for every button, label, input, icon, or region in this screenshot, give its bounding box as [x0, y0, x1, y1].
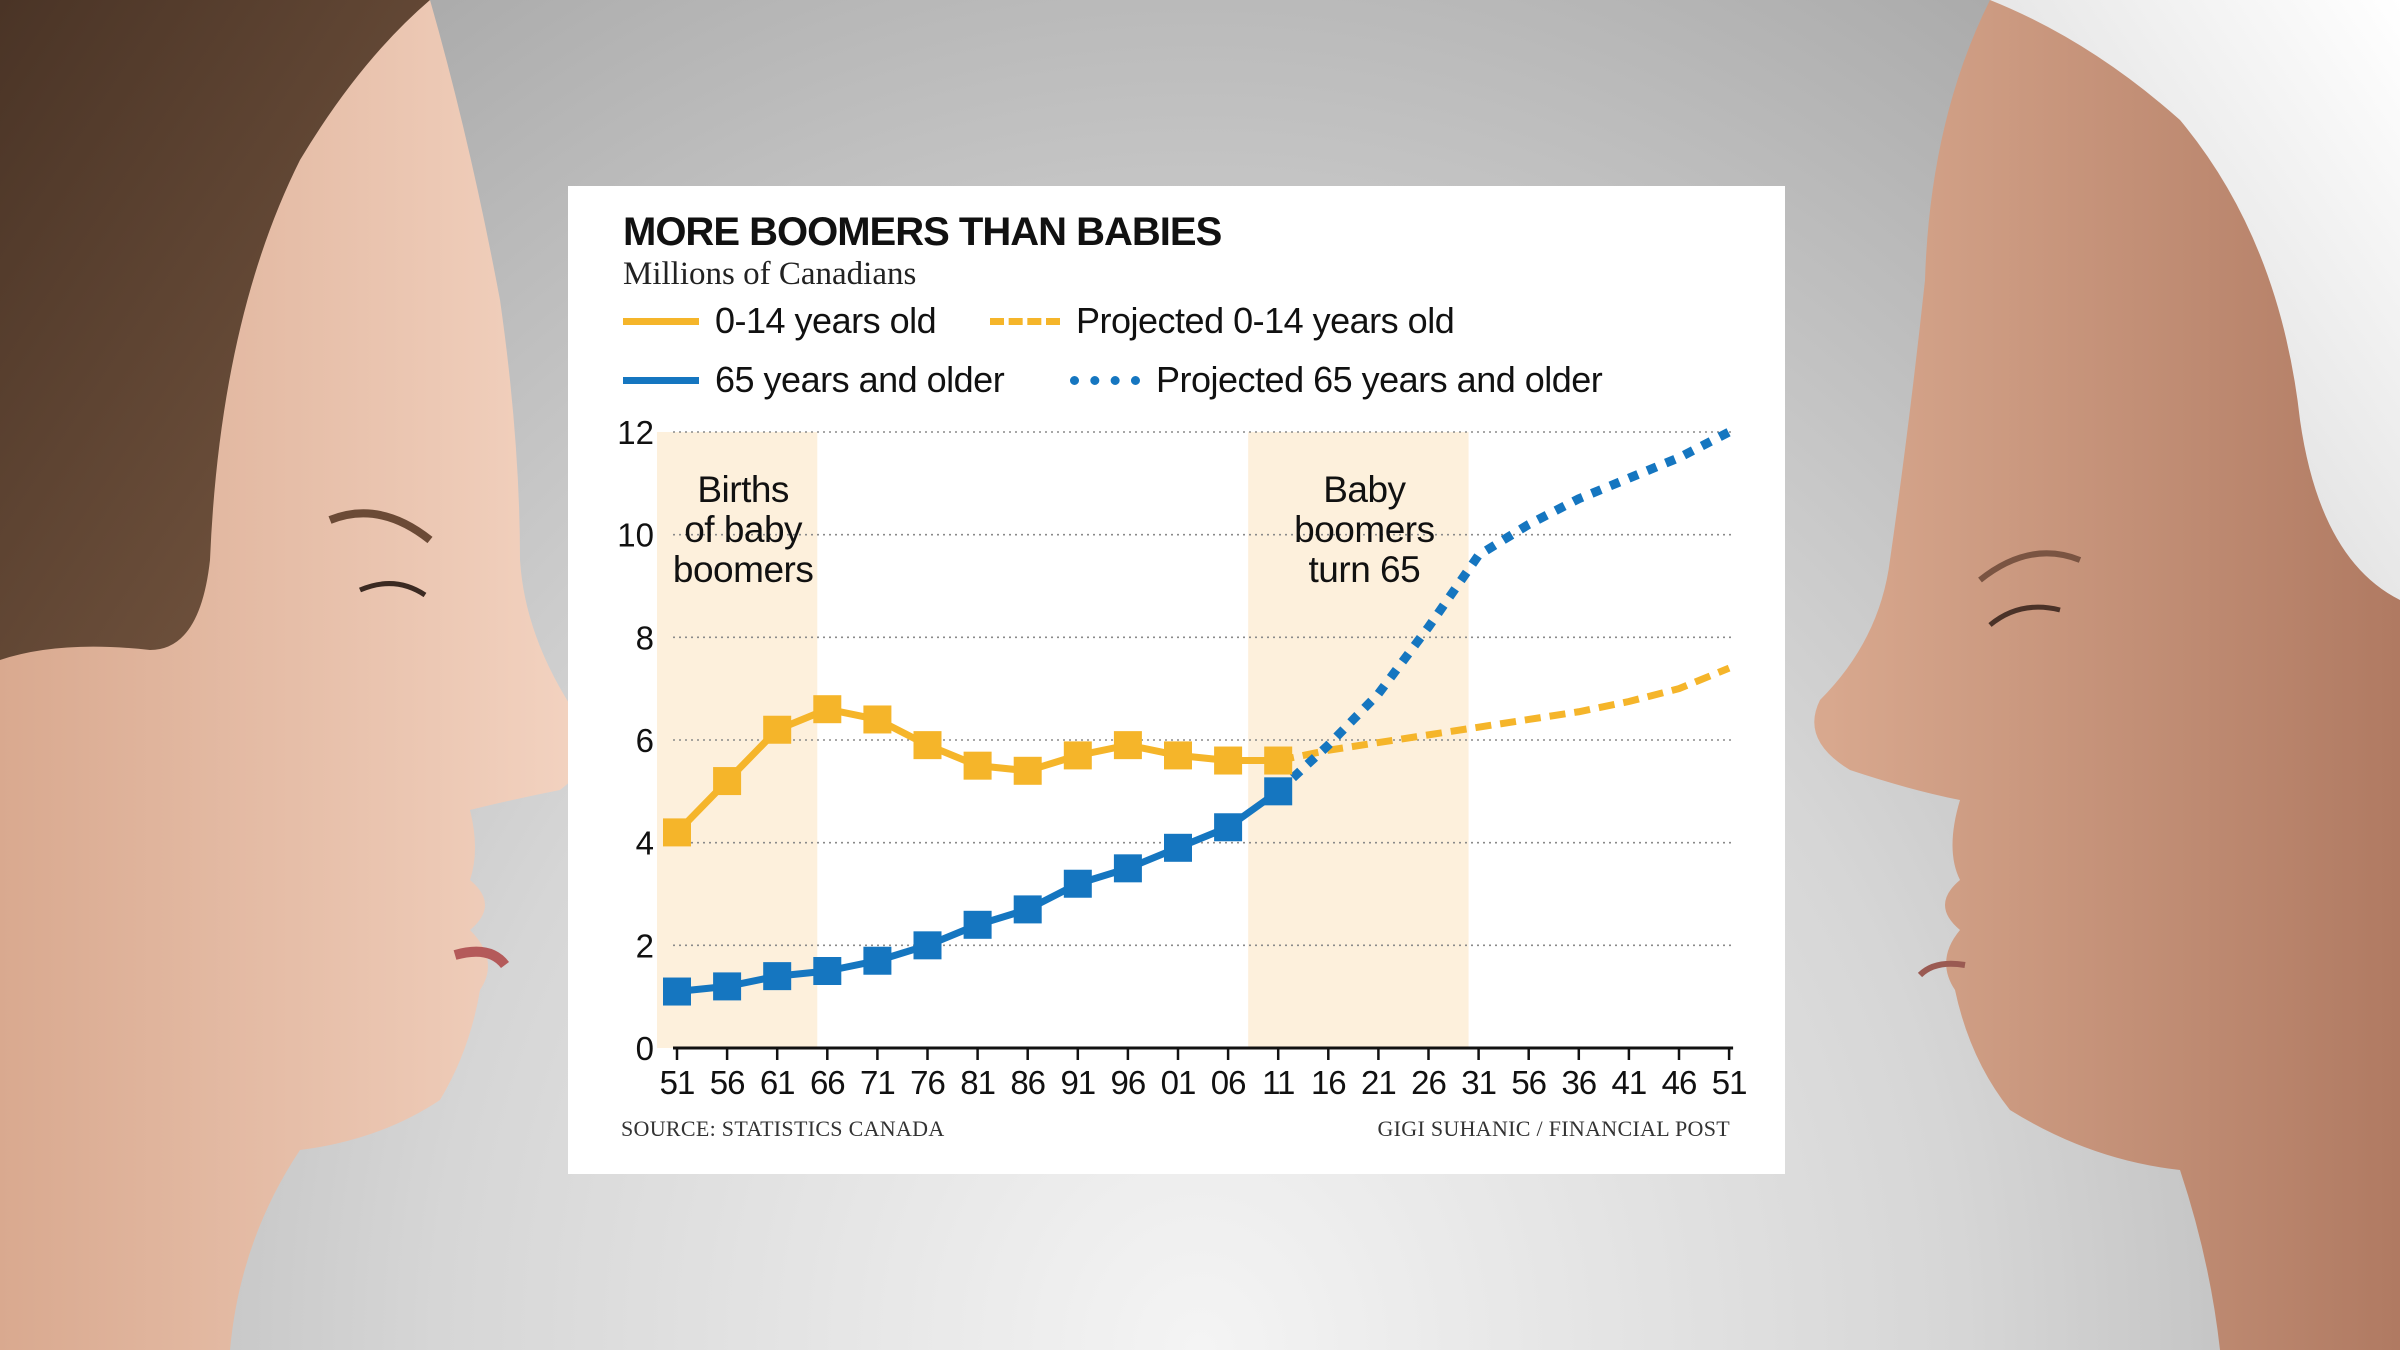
region-label: of baby	[684, 509, 803, 550]
infographic-card: MORE BOOMERS THAN BABIES Millions of Can…	[568, 186, 1785, 1174]
x-tick-label: 11	[1262, 1064, 1294, 1101]
data-point-marker	[863, 705, 892, 734]
y-tick-label: 12	[617, 414, 654, 451]
chart-subtitle: Millions of Canadians	[623, 256, 917, 292]
data-point-marker	[1264, 777, 1293, 806]
x-tick-label: 26	[1411, 1064, 1446, 1101]
x-tick-label: 41	[1612, 1064, 1647, 1101]
x-tick-label: 51	[1712, 1064, 1747, 1101]
x-tick-label: 16	[1311, 1064, 1346, 1101]
data-point-marker	[1264, 746, 1293, 775]
data-point-marker	[963, 910, 992, 939]
young-woman-profile-image	[0, 0, 587, 1350]
series-line	[1277, 664, 1731, 764]
data-point-marker	[663, 818, 691, 847]
data-point-marker	[763, 962, 792, 991]
region-label: turn 65	[1309, 549, 1421, 590]
region-label: Births	[697, 469, 789, 510]
x-tick-label: 71	[860, 1064, 895, 1101]
legend-swatch-yellow-solid	[623, 317, 699, 325]
legend-item-projected-65-plus: Projected 65 years and older	[1070, 359, 1603, 401]
data-point-marker	[1013, 756, 1042, 785]
data-point-marker	[1214, 746, 1243, 775]
x-tick-label: 66	[810, 1064, 845, 1101]
y-tick-label: 2	[636, 927, 654, 964]
source-note: SOURCE: STATISTICS CANADA	[621, 1116, 945, 1141]
x-tick-label: 56	[1511, 1064, 1546, 1101]
x-tick-label: 06	[1211, 1064, 1246, 1101]
x-tick-label: 51	[660, 1064, 695, 1101]
y-tick-label: 6	[636, 722, 654, 759]
data-point-marker	[963, 751, 992, 780]
x-tick-label: 21	[1361, 1064, 1396, 1101]
data-point-marker	[863, 946, 892, 975]
data-point-marker	[913, 931, 942, 960]
legend-item-projected-0-14: Projected 0-14 years old	[990, 300, 1455, 342]
x-tick-label: 86	[1010, 1064, 1045, 1101]
data-point-marker	[1113, 731, 1142, 760]
data-point-marker	[913, 731, 942, 760]
x-tick-label: 31	[1461, 1064, 1496, 1101]
data-point-marker	[663, 977, 691, 1006]
data-point-marker	[1164, 833, 1192, 862]
legend-swatch-blue-solid	[623, 376, 699, 384]
y-tick-label: 8	[636, 619, 654, 656]
x-tick-label: 76	[910, 1064, 945, 1101]
legend-item-65-plus: 65 years and older	[623, 359, 1005, 401]
data-point-marker	[1164, 741, 1192, 770]
x-tick-label: 01	[1161, 1064, 1196, 1101]
x-tick-label: 91	[1060, 1064, 1095, 1101]
data-point-marker	[1013, 895, 1042, 924]
region-label: Baby	[1323, 469, 1406, 510]
x-tick-label: 46	[1662, 1064, 1697, 1101]
data-point-marker	[713, 767, 742, 796]
x-tick-label: 96	[1111, 1064, 1146, 1101]
legend-swatch-yellow-dashed	[990, 317, 1060, 325]
chart-title: MORE BOOMERS THAN BABIES	[623, 210, 1222, 254]
credit-note: GIGI SUHANIC / FINANCIAL POST	[1377, 1116, 1730, 1141]
data-point-marker	[763, 715, 792, 744]
data-point-marker	[813, 695, 842, 724]
legend-swatch-blue-dotted	[1070, 375, 1140, 385]
region-label: boomers	[673, 549, 813, 590]
region-label: boomers	[1294, 509, 1434, 550]
y-tick-label: 0	[636, 1030, 654, 1067]
data-point-marker	[713, 972, 742, 1001]
y-tick-label: 10	[617, 517, 654, 554]
data-point-marker	[813, 957, 842, 985]
legend-label: 0-14 years old	[715, 300, 937, 341]
x-tick-label: 36	[1561, 1064, 1596, 1101]
x-tick-label: 61	[760, 1064, 795, 1101]
x-tick-label: 56	[710, 1064, 745, 1101]
legend-item-0-14: 0-14 years old	[623, 300, 937, 342]
data-point-marker	[1063, 741, 1092, 770]
series-line	[1275, 427, 1732, 795]
legend-label: Projected 65 years and older	[1156, 359, 1603, 400]
legend-label: 65 years and older	[715, 359, 1005, 400]
y-tick-label: 4	[636, 825, 654, 862]
data-point-marker	[1113, 854, 1142, 883]
elderly-woman-profile-image	[1814, 0, 2400, 1350]
legend-label: Projected 0-14 years old	[1076, 300, 1455, 341]
data-point-marker	[1063, 869, 1092, 898]
data-point-marker	[1214, 813, 1243, 842]
x-tick-label: 81	[960, 1064, 995, 1101]
